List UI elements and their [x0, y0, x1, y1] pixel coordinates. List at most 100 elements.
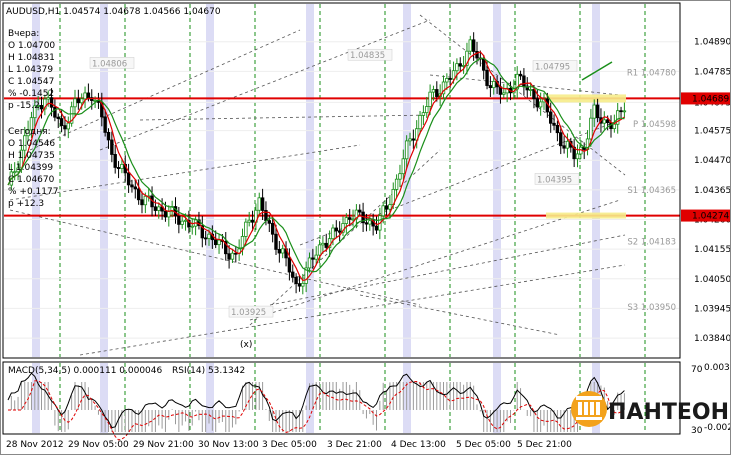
candle-body — [227, 253, 231, 260]
candle-body — [381, 205, 385, 217]
moving-average-slow — [7, 57, 625, 273]
candle-body — [465, 50, 469, 66]
candle-body — [180, 220, 184, 225]
y-tick-label: 1.04365 — [694, 186, 731, 196]
candle-body — [277, 248, 282, 254]
session-band — [206, 4, 214, 357]
candle-body — [36, 105, 40, 107]
yesterday-title: Вчера: — [8, 29, 39, 39]
candle-body — [69, 106, 74, 124]
candle-body — [502, 92, 506, 95]
candle-body — [565, 140, 570, 149]
candle-body — [63, 125, 67, 130]
pantheon-logo-text: ПАНТЕОН — [608, 400, 729, 425]
today-open: O 1.04546 — [8, 139, 55, 149]
candle-body — [619, 110, 623, 113]
rsi-line — [7, 372, 625, 429]
candle-body — [485, 69, 489, 86]
peak-label-box — [228, 305, 274, 318]
pantheon-logo: ПАНТЕОН — [571, 391, 729, 427]
candle-body — [49, 97, 54, 108]
session-band — [206, 363, 214, 433]
price-tag-label: 1.04274 — [692, 212, 729, 222]
candle-body — [445, 78, 449, 83]
y-tick-label: 1.03840 — [694, 334, 731, 344]
x-tick-label: 29 Nov 05:00 — [68, 440, 129, 450]
peak-label: 1.03925 — [231, 308, 266, 318]
x-tick-label: 3 Dec 21:00 — [327, 440, 382, 450]
candle-body — [475, 51, 479, 59]
candle-body — [538, 101, 543, 108]
candle-body — [270, 222, 275, 235]
candle-body — [562, 145, 566, 149]
trend-line — [249, 149, 441, 326]
candle-body — [39, 105, 44, 110]
peak-label-box — [534, 173, 580, 185]
candle-body — [398, 173, 402, 180]
candle-body — [33, 105, 37, 119]
candle-body — [347, 217, 352, 220]
candle-body — [257, 197, 261, 211]
candle-body — [136, 188, 141, 201]
highlight-zone — [546, 212, 626, 219]
candle-body — [177, 215, 181, 225]
peak-label: 1.04395 — [537, 175, 572, 185]
candle-body — [190, 225, 194, 228]
y-tick-label: 1.03945 — [694, 304, 731, 314]
moving-average-fast — [7, 51, 625, 282]
y-tick-label: 1.04155 — [694, 245, 731, 255]
candle-body — [307, 257, 312, 269]
trend-line — [359, 294, 561, 336]
price-tag — [681, 209, 730, 222]
peak-label: 1.04795 — [535, 63, 570, 73]
candle-body — [187, 219, 191, 228]
candle-body — [53, 106, 57, 118]
candle-body — [80, 98, 84, 104]
candle-body — [267, 220, 271, 224]
candle-body — [488, 85, 493, 89]
candle-body — [294, 276, 298, 285]
candle-body — [103, 116, 107, 133]
sub-y-tick-label: 30 — [691, 426, 703, 436]
trend-line — [29, 29, 301, 151]
candle-body — [26, 129, 30, 137]
candle-body — [515, 73, 519, 90]
candle-body — [301, 282, 305, 287]
x-tick-label: 5 Dec 21:00 — [517, 440, 572, 450]
candle-body — [100, 101, 104, 118]
candle-body — [374, 225, 379, 231]
candle-body — [304, 267, 308, 284]
y-tick-label: 1.04470 — [694, 156, 731, 166]
candle-body — [230, 252, 235, 260]
yesterday-points: p -15.2 — [8, 101, 40, 111]
candle-body — [331, 227, 335, 240]
candle-body — [404, 140, 409, 160]
y-tick-label: 1.04575 — [694, 127, 731, 137]
candle-body — [274, 233, 278, 250]
candle-body — [351, 218, 355, 221]
candle-body — [592, 104, 596, 119]
candle-body — [448, 78, 452, 80]
today-high: H 1.04735 — [8, 151, 55, 161]
candle-body — [23, 135, 27, 151]
candle-body — [66, 122, 70, 130]
trend-line — [249, 199, 621, 321]
candle-body — [364, 222, 369, 225]
candle-body — [468, 39, 472, 52]
pivot-label: S3 1.03950 — [627, 303, 676, 313]
session-band — [403, 4, 411, 357]
session-band — [493, 363, 501, 433]
candle-body — [612, 123, 617, 130]
candle-body — [29, 117, 34, 131]
candle-body — [314, 254, 318, 260]
x-tick-label: 3 Dec 05:00 — [262, 440, 317, 450]
x-tick-label: 5 Dec 05:00 — [456, 440, 511, 450]
candle-body — [213, 239, 218, 246]
candle-body — [324, 242, 328, 248]
today-percent: % +0.1177 — [8, 187, 58, 197]
peak-label: 1.04806 — [92, 59, 127, 69]
candle-body — [344, 217, 349, 224]
candle-body — [16, 167, 20, 173]
